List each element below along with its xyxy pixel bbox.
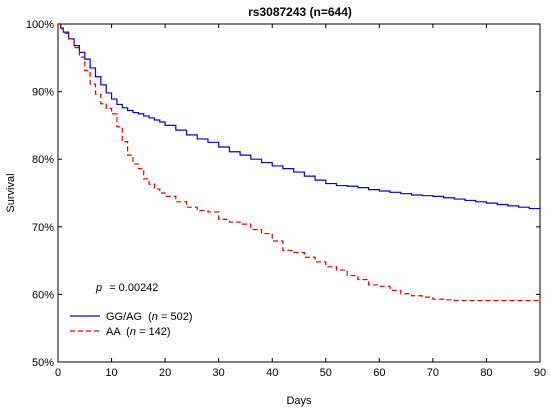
x-tick-label: 0 [55,367,61,379]
legend-name-aa: AA [106,326,121,338]
legend-count-ggag: = 502) [161,311,193,323]
legend: GG/AG (n = 502) AA (n = 142) [70,311,192,338]
legend-n-aa: n [130,326,136,338]
y-tick-label: 60% [32,289,54,301]
p-value-annotation: p = 0.00242 [95,282,158,294]
y-axis-label: Survival [5,173,17,212]
chart-title: rs3087243 (n=644) [248,5,352,19]
y-tick-label: 80% [32,154,54,166]
series-line-aa [58,23,540,302]
x-tick-label: 30 [213,367,225,379]
series-layer [58,23,541,302]
x-axis: 0 10 20 30 40 50 60 70 80 90 [55,24,546,379]
y-tick-label: 100% [26,19,54,31]
legend-label-ggag: GG/AG (n = 502) [106,311,192,323]
legend-n-ggag: n [152,311,158,323]
p-value-text: = 0.00242 [109,282,158,294]
x-tick-label: 90 [534,367,546,379]
series-line-gg-ag [58,23,541,210]
p-value-symbol: p [95,282,102,294]
plot-frame [57,23,541,363]
x-tick-label: 60 [373,367,385,379]
x-tick-label: 80 [480,367,492,379]
x-tick-label: 10 [105,367,117,379]
y-axis: 50% 60% 70% 80% 90% 100% [26,19,540,369]
y-tick-label: 50% [32,357,54,369]
x-tick-label: 70 [427,367,439,379]
y-tick-label: 90% [32,87,54,99]
legend-paren-ggag: ( [148,311,152,323]
legend-name-ggag: GG/AG [106,311,142,323]
x-axis-label: Days [286,395,312,407]
x-tick-label: 40 [266,367,278,379]
legend-count-aa: = 142) [139,326,171,338]
legend-paren-aa: ( [126,326,130,338]
y-tick-label: 70% [32,222,54,234]
x-tick-label: 50 [320,367,332,379]
legend-label-aa: AA (n = 142) [106,326,171,338]
x-tick-label: 20 [159,367,171,379]
